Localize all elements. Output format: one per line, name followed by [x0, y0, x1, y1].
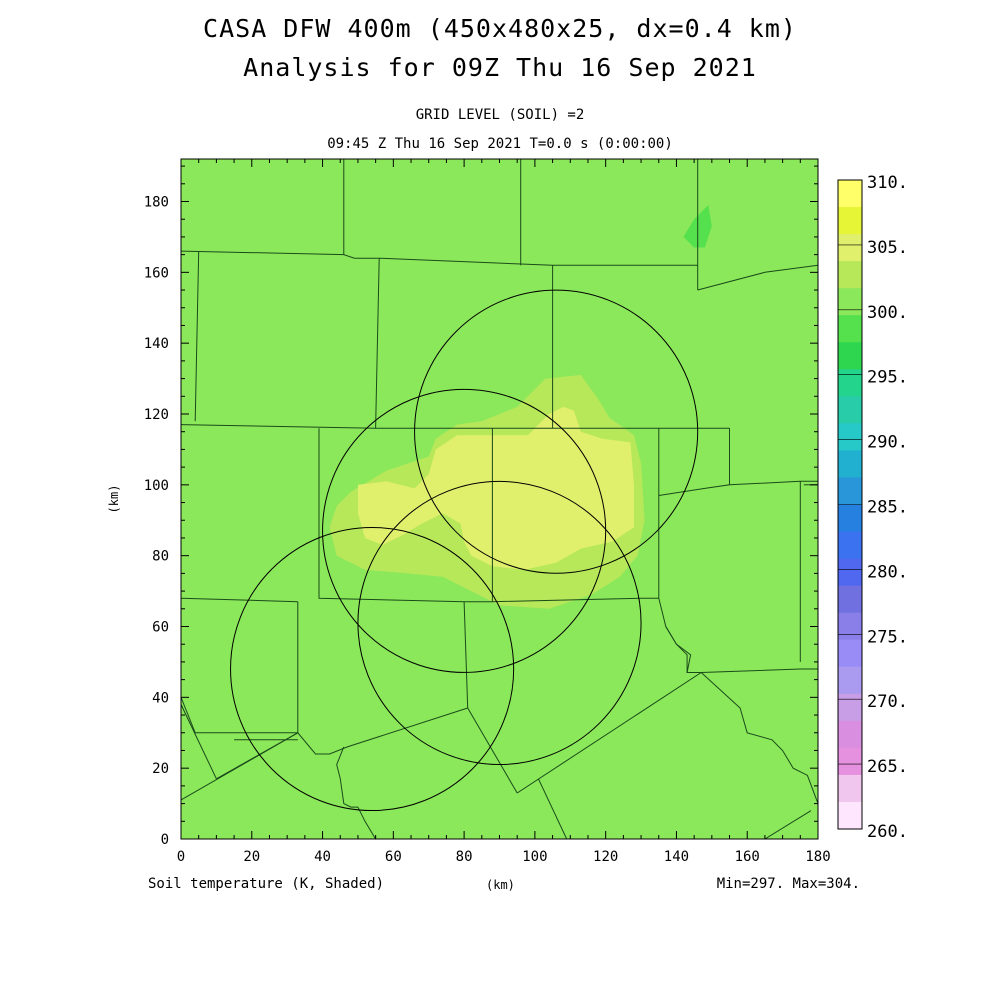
colorbar-label: 260. — [867, 822, 908, 842]
colorbar-label: 295. — [867, 368, 908, 388]
colorbar-swatch — [838, 423, 862, 451]
county-boundary — [181, 250, 698, 266]
county-boundary — [318, 428, 659, 603]
colorbar-swatch — [838, 342, 862, 370]
colorbar-swatch — [838, 639, 862, 668]
y-tick-label: 140 — [144, 336, 169, 352]
county-boundary — [665, 626, 688, 673]
colorbar-label: 310. — [867, 173, 908, 193]
colorbar-swatch — [838, 531, 862, 560]
y-tick-label: 80 — [152, 549, 169, 565]
x-tick-label: 120 — [593, 849, 618, 865]
colorbar-swatch — [838, 180, 862, 208]
county-boundary — [463, 601, 469, 709]
x-tick-label: 100 — [522, 849, 547, 865]
colorbar: 310. 305. 300. 295. 290. 285. 280. 275. 270. 265.… — [837, 173, 908, 842]
colorbar-label: 265. — [867, 757, 908, 777]
colorbar-swatch — [838, 504, 862, 533]
x-tick-label: 160 — [735, 849, 760, 865]
radar-range-ring-1 — [414, 289, 699, 574]
x-tick-label: 0 — [177, 849, 185, 865]
y-tick-label: 20 — [152, 761, 169, 777]
colorbar-swatch — [838, 234, 862, 262]
x-tick-label: 40 — [314, 849, 331, 865]
y-tick-label: 160 — [144, 265, 169, 281]
colorbar-swatch — [838, 585, 862, 614]
colorbar-label: 275. — [867, 627, 908, 647]
colorbar-label: 280. — [867, 562, 908, 582]
x-tick-label: 180 — [805, 849, 830, 865]
colorbar-swatch — [838, 477, 862, 505]
temperature-region-1 — [357, 406, 634, 570]
colorbar-swatch — [838, 315, 862, 343]
colorbar-label: 300. — [867, 303, 908, 323]
x-tick-label: 80 — [456, 849, 473, 865]
colorbar-swatch — [838, 774, 862, 803]
county-boundary — [181, 424, 677, 429]
plot-subtitle: Analysis for 09Z Thu 16 Sep 2021 — [243, 53, 757, 82]
colorbar-label: 285. — [867, 498, 908, 518]
y-tick-label: 120 — [144, 407, 169, 423]
min-max-label: Min=297. Max=304. — [716, 876, 860, 892]
y-tick-label: 40 — [152, 690, 169, 706]
variable-label: Soil temperature (K, Shaded) — [148, 876, 385, 892]
colorbar-swatch — [838, 369, 862, 397]
county-boundary — [336, 746, 377, 839]
county-boundary — [658, 428, 730, 496]
radar-range-ring-4 — [230, 526, 515, 812]
county-boundary — [467, 707, 518, 794]
radar-range-ring-3 — [357, 480, 642, 766]
x-axis-label: (km) — [486, 878, 515, 892]
county-boundary — [181, 697, 468, 755]
colorbar-swatch — [838, 612, 862, 641]
colorbar-swatch — [838, 747, 862, 776]
county-boundary — [181, 732, 299, 801]
valid-time-label: 09:45 Z Thu 16 Sep 2021 T=0.0 s (0:00:00… — [327, 136, 673, 152]
colorbar-swatch — [838, 207, 862, 235]
colorbar-label: 270. — [867, 692, 908, 712]
x-tick-label: 140 — [664, 849, 689, 865]
y-tick-label: 0 — [161, 832, 169, 848]
y-axis-label: (km) — [107, 485, 121, 514]
county-boundary — [700, 672, 818, 839]
colorbar-swatch — [838, 396, 862, 424]
colorbar-swatch — [838, 558, 862, 587]
x-tick-label: 20 — [243, 849, 260, 865]
radar-range-ring-2 — [322, 388, 607, 673]
county-boundary — [194, 251, 200, 422]
county-boundary — [181, 704, 217, 780]
colorbar-swatch — [838, 261, 862, 289]
y-tick-label: 180 — [144, 195, 169, 211]
county-boundary — [537, 778, 568, 839]
colorbar-label: 305. — [867, 238, 908, 258]
county-boundary — [697, 264, 818, 291]
colorbar-swatch — [838, 450, 862, 478]
y-tick-label: 60 — [152, 620, 169, 636]
colorbar-swatch — [838, 693, 862, 722]
grid-level-label: GRID LEVEL (SOIL) =2 — [415, 107, 585, 123]
county-boundary — [375, 258, 380, 429]
colorbar-swatch — [838, 288, 862, 316]
county-boundary — [181, 597, 298, 603]
colorbar-swatch — [838, 801, 862, 830]
colorbar-label: 290. — [867, 433, 908, 453]
plot-title: CASA DFW 400m (450x480x25, dx=0.4 km) — [203, 14, 797, 43]
colorbar-swatch — [838, 666, 862, 695]
plot-area: 0 20 40 60 80 100 120 140 160 180 0 20 40 60 80 100 120 1… — [107, 158, 831, 865]
x-tick-label: 60 — [385, 849, 402, 865]
y-tick-label: 100 — [144, 478, 169, 494]
county-boundary — [516, 672, 702, 794]
county-boundary — [764, 810, 812, 839]
colorbar-swatch — [838, 720, 862, 749]
